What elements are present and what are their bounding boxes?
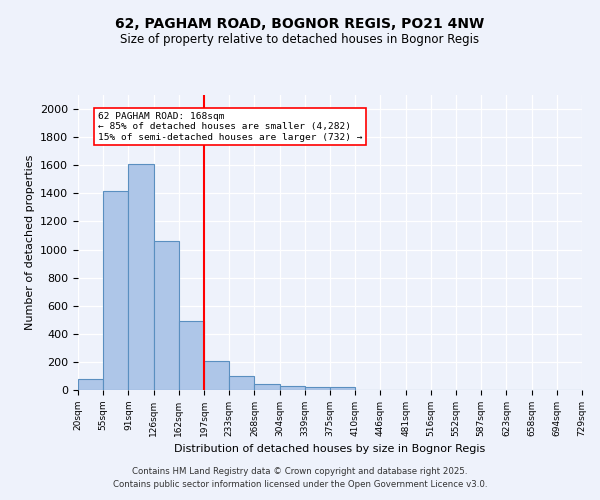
Bar	[179, 321, 204, 390]
Bar	[254, 384, 280, 390]
Bar	[280, 386, 305, 390]
Bar	[128, 164, 154, 390]
Bar	[204, 361, 229, 390]
Text: Contains public sector information licensed under the Open Government Licence v3: Contains public sector information licen…	[113, 480, 487, 489]
Bar	[78, 379, 103, 390]
Bar	[154, 241, 179, 390]
Text: 62 PAGHAM ROAD: 168sqm
← 85% of detached houses are smaller (4,282)
15% of semi-: 62 PAGHAM ROAD: 168sqm ← 85% of detached…	[98, 112, 362, 142]
Y-axis label: Number of detached properties: Number of detached properties	[25, 155, 35, 330]
Bar	[229, 376, 254, 390]
Text: Size of property relative to detached houses in Bognor Regis: Size of property relative to detached ho…	[121, 32, 479, 46]
Bar	[305, 387, 330, 390]
Text: Contains HM Land Registry data © Crown copyright and database right 2025.: Contains HM Land Registry data © Crown c…	[132, 467, 468, 476]
Bar	[103, 190, 128, 390]
X-axis label: Distribution of detached houses by size in Bognor Regis: Distribution of detached houses by size …	[175, 444, 485, 454]
Text: 62, PAGHAM ROAD, BOGNOR REGIS, PO21 4NW: 62, PAGHAM ROAD, BOGNOR REGIS, PO21 4NW	[115, 18, 485, 32]
Bar	[330, 387, 355, 390]
